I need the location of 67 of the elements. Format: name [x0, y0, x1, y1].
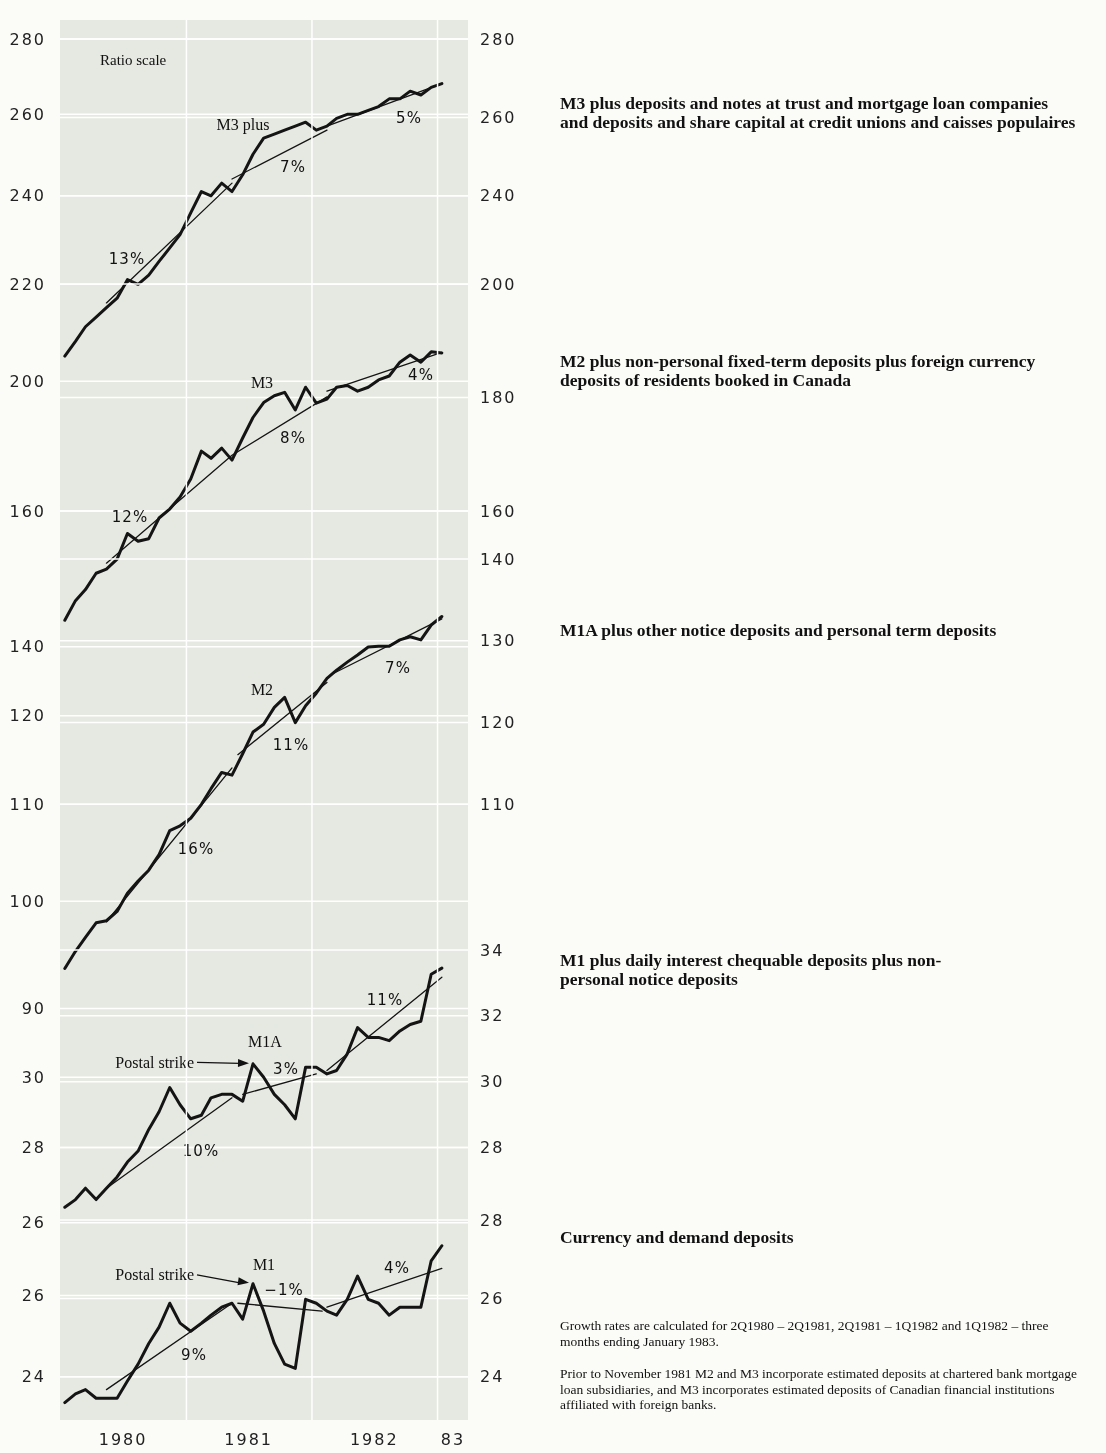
text: M1A plus other notice deposits and personal term deposits — [560, 619, 998, 640]
y2-tick-label: 28 — [480, 1210, 505, 1230]
y2-tick-label: 120 — [480, 713, 517, 733]
annotation: 16% — [177, 840, 215, 859]
y2-tick-label: 180 — [480, 388, 517, 408]
annotation: 11% — [272, 736, 310, 755]
y2-tick-label: 140 — [480, 549, 517, 569]
y-tick-label: 220 — [9, 274, 46, 294]
y-tick-label: 90 — [21, 999, 46, 1019]
x-tick-label: 1982 — [349, 1430, 399, 1450]
annotation: Postal strike — [115, 1053, 194, 1071]
annotation: Postal strike — [115, 1266, 194, 1284]
y2-tick-label: 130 — [480, 631, 517, 651]
y2-tick-label: 260 — [480, 107, 517, 127]
annotation: 8% — [280, 429, 306, 448]
y-tick-label: 110 — [9, 795, 46, 815]
text: Growth rates are calculated for 2Q1980 – 2Q1981, 2Q1981 – 1Q1982 and 1Q1982 – three months ending January 1983. — [560, 1317, 1050, 1350]
annotation: M3 plus — [216, 115, 270, 134]
annotation: 13% — [108, 249, 146, 268]
y-tick-label: 24 — [21, 1367, 46, 1387]
text: Currency and demand deposits — [560, 1226, 795, 1247]
annotation: 7% — [385, 659, 411, 678]
y-tick-label: 26 — [21, 1213, 46, 1233]
annotation: 7% — [280, 157, 306, 176]
y2-tick-label: 160 — [480, 501, 517, 521]
text: M3 plus deposits and notes at trust and mortgage loan companies and deposits and share capital at credit unions and caisses populaires — [560, 92, 1077, 132]
y2-tick-label: 34 — [480, 940, 505, 960]
y2-tick-label: 280 — [480, 29, 517, 49]
y2-tick-label: 200 — [480, 274, 517, 294]
y-tick-label: 140 — [9, 637, 46, 657]
annotation: 9% — [181, 1346, 207, 1365]
y-tick-label: 28 — [21, 1137, 46, 1157]
annotation: 10% — [182, 1141, 220, 1160]
y2-tick-label: 30 — [480, 1071, 505, 1091]
text: M1 plus daily interest chequable deposits plus non-personal notice deposits — [560, 949, 943, 989]
y2-tick-label: 26 — [480, 1289, 505, 1309]
y-tick-label: 240 — [9, 185, 46, 205]
y-tick-label: 160 — [9, 501, 46, 521]
annotation: Ratio scale — [100, 51, 168, 69]
annotation: 11% — [366, 990, 404, 1009]
x-tick-label: 83 — [440, 1430, 466, 1450]
y-tick-label: 280 — [9, 29, 46, 49]
y-tick-label: 26 — [21, 1286, 46, 1306]
annotation: M2 — [250, 681, 274, 699]
x-tick-label: 1981 — [224, 1430, 274, 1450]
y2-tick-label: 110 — [480, 795, 517, 815]
annotation: 5% — [396, 108, 422, 127]
y-tick-label: 100 — [9, 892, 46, 912]
y2-tick-label: 24 — [480, 1367, 505, 1387]
y2-tick-label: 32 — [480, 1006, 505, 1026]
annotation: 4% — [384, 1259, 410, 1278]
y-tick-label: 30 — [21, 1067, 46, 1087]
y-tick-label: 260 — [9, 104, 46, 124]
text: Prior to November 1981 M2 and M3 incorporate estimated deposits at chartered bank mortgage loan subsidiaries, and M3 incorporates estimated deposits of Canadian financial institutions affiliated with foreign banks. — [560, 1365, 1078, 1413]
annotation: 4% — [408, 366, 434, 385]
annotation: M3 — [250, 373, 274, 391]
annotation: M1 — [252, 1256, 276, 1274]
x-tick-label: 1980 — [98, 1430, 148, 1450]
y2-tick-label: 240 — [480, 185, 517, 205]
text: M2 plus non-personal fixed-term deposits plus foreign currency deposits of residents booked in Canada — [560, 351, 1037, 390]
y-tick-label: 120 — [9, 706, 46, 726]
annotation: M1A — [248, 1032, 283, 1050]
y-tick-label: 200 — [9, 371, 46, 391]
annotation: −1% — [264, 1281, 304, 1300]
y2-tick-label: 28 — [480, 1137, 505, 1157]
annotation: 12% — [111, 508, 149, 527]
annotation: 3% — [273, 1059, 299, 1078]
